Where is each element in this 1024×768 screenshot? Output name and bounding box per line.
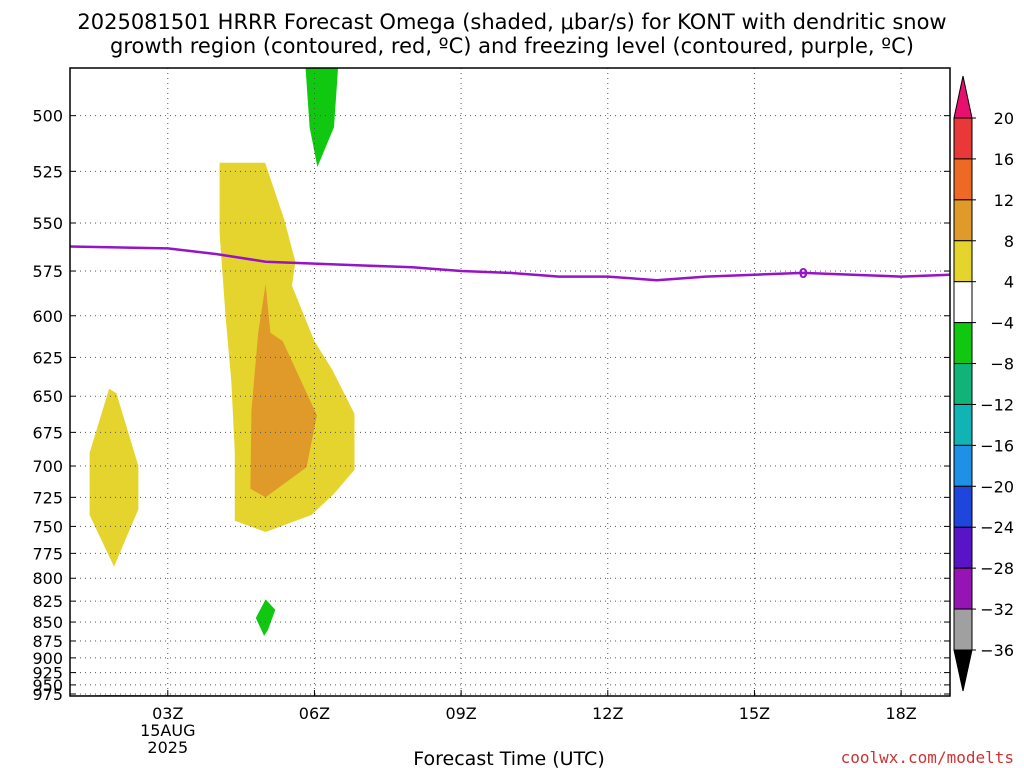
freezing-level-line: [70, 245, 950, 282]
colorbar-label: 4: [1004, 273, 1014, 292]
yellow-region-left: [89, 388, 139, 567]
y-axis: 500 525 550 575 600 625 650 675 700 725 750 775 800 8…: [32, 107, 950, 704]
x-tick-label: 06Z: [299, 704, 330, 723]
x-tick-label: 15Z: [739, 704, 770, 723]
x-axis-title: Forecast Time (UTC): [413, 748, 604, 768]
y-tick-label: 925: [32, 664, 63, 683]
y-tick-label: 675: [32, 423, 63, 442]
colorbar-label: −16: [980, 436, 1014, 455]
green-region-top: [305, 68, 339, 167]
omega-shading: [89, 68, 355, 636]
colorbar-label: 16: [994, 150, 1014, 169]
colorbar-top-arrow: [953, 75, 973, 119]
colorbar-label: −12: [980, 395, 1014, 414]
grid: [70, 68, 950, 696]
x-tick-sublabel: 2025: [147, 738, 188, 757]
colorbar-segment: [953, 240, 973, 283]
y-tick-label: 525: [32, 162, 63, 181]
chart-title: 2025081501 HRRR Forecast Omega (shaded, …: [77, 10, 946, 58]
colorbar-segment: [953, 444, 973, 487]
colorbar-segment: [953, 158, 973, 201]
colorbar-label: −28: [980, 559, 1014, 578]
colorbar-label: −36: [980, 641, 1014, 660]
colorbar-label: −32: [980, 600, 1014, 619]
colorbar-bottom-arrow: [953, 649, 973, 692]
y-tick-label: 625: [32, 348, 63, 367]
x-tick-label: 03Z: [152, 704, 183, 723]
x-tick-label: 18Z: [885, 704, 916, 723]
colorbar-segment: [953, 117, 973, 160]
green-region-low: [255, 599, 276, 636]
title-line-1: 2025081501 HRRR Forecast Omega (shaded, …: [77, 10, 946, 34]
y-tick-label: 725: [32, 488, 63, 507]
colorbar-segment: [953, 281, 973, 324]
y-tick-label: 975: [32, 685, 63, 704]
x-tick-label: 12Z: [592, 704, 623, 723]
colorbar-label: 8: [1004, 232, 1014, 251]
y-tick-label: 700: [32, 457, 63, 476]
colorbar-segment: [953, 199, 973, 242]
plot-frame: [69, 67, 951, 697]
y-tick-label: 650: [32, 387, 63, 406]
y-tick-label: 800: [32, 569, 63, 588]
y-tick-label: 825: [32, 592, 63, 611]
colorbar-segment: [953, 567, 973, 610]
colorbar-segment: [953, 485, 973, 528]
colorbar-label: −8: [990, 355, 1014, 374]
colorbar-label: −4: [990, 314, 1014, 333]
colorbar-segment: [953, 608, 973, 651]
y-tick-label: 850: [32, 613, 63, 632]
watermark-text: coolwx.com/modelts: [841, 748, 1014, 767]
colorbar-segment: [953, 403, 973, 446]
y-tick-label: 575: [32, 262, 63, 281]
y-tick-label: 950: [32, 676, 63, 695]
orange-region: [250, 283, 317, 498]
x-tick-label: 09Z: [445, 704, 476, 723]
colorbar-segment: [953, 526, 973, 569]
y-tick-label: 550: [32, 214, 63, 233]
title-line-2: growth region (contoured, red, ºC) and f…: [110, 34, 914, 58]
y-tick-label: 600: [32, 307, 63, 326]
colorbar: 20 16 12 8 4 −4 −8 −12 −16 −20 −24 −28 −32 −36: [953, 75, 1014, 692]
colorbar-label: 20: [994, 109, 1014, 128]
colorbar-segment: [953, 322, 973, 365]
freezing-level: 0: [70, 245, 950, 282]
colorbar-label: 12: [994, 191, 1014, 210]
colorbar-label: −24: [980, 518, 1014, 537]
x-tick-sublabel: 15AUG: [140, 721, 195, 740]
y-tick-label: 875: [32, 632, 63, 651]
freezing-level-label: 0: [799, 267, 808, 282]
y-tick-label: 750: [32, 517, 63, 536]
colorbar-label: −20: [980, 477, 1014, 496]
y-tick-label: 900: [32, 649, 63, 668]
y-tick-label: 775: [32, 544, 63, 563]
colorbar-segment: [953, 363, 973, 405]
y-tick-label: 500: [32, 107, 63, 126]
